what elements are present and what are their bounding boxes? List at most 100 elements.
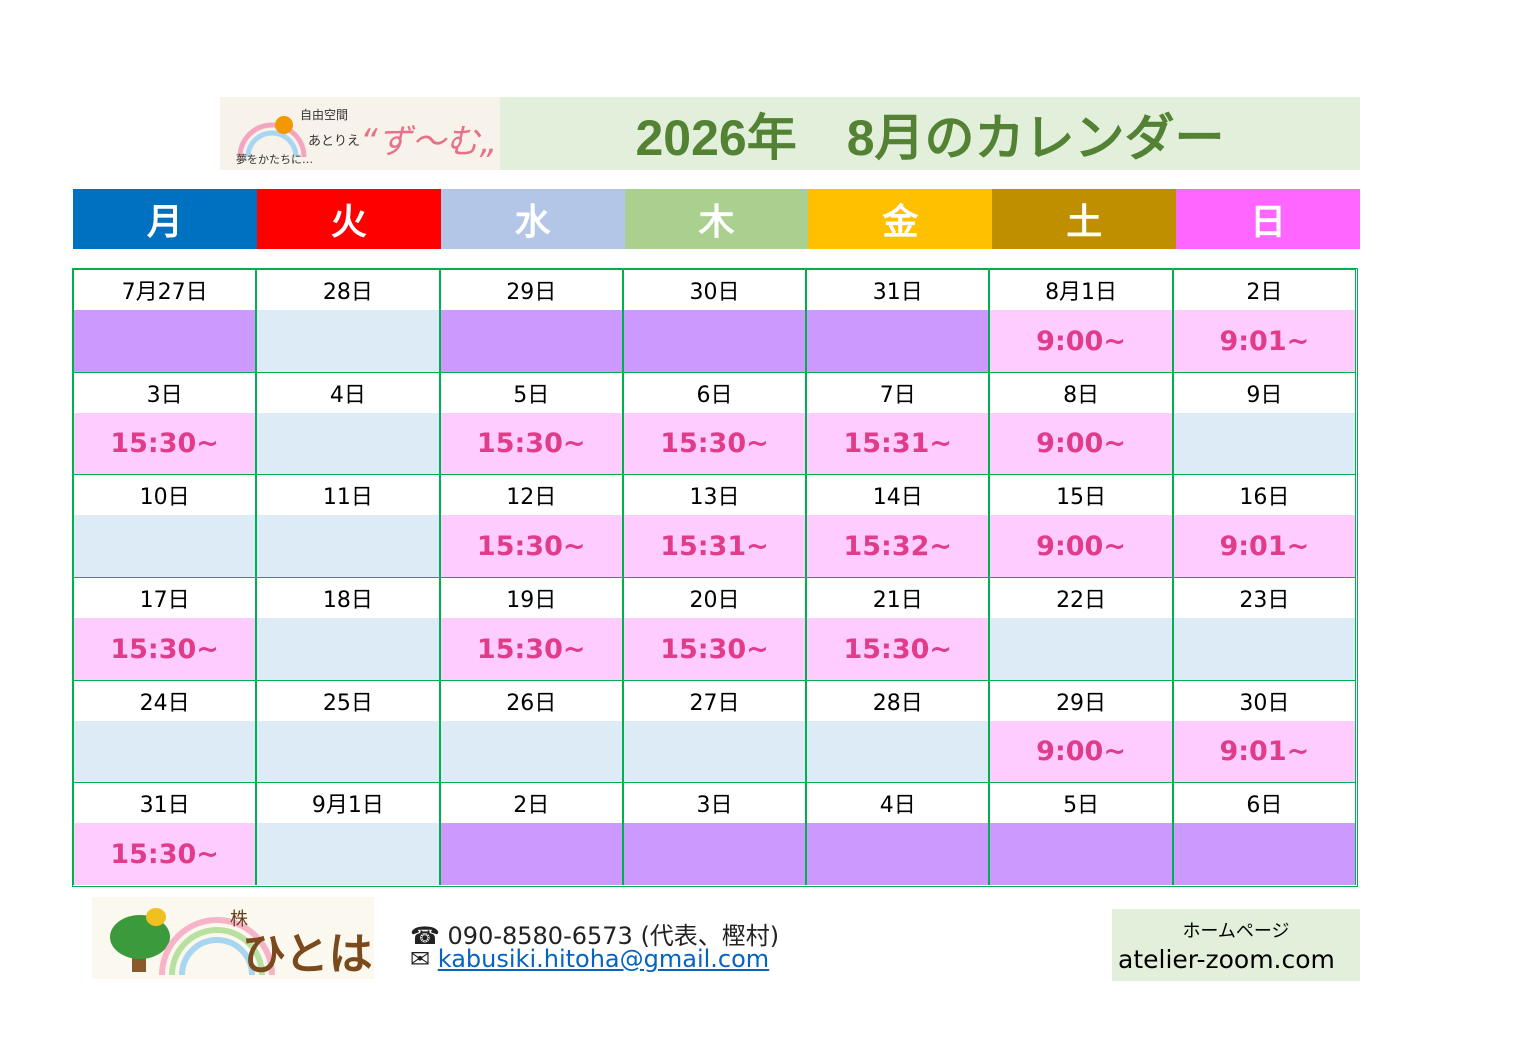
day-date: 8月1日	[990, 270, 1172, 310]
day-cell: 21日 15:30~	[806, 577, 990, 680]
day-cell: 8日 9:00~	[989, 371, 1173, 475]
day-date: 4日	[807, 783, 989, 824]
day-cell: 13日 15:31~	[622, 474, 807, 578]
day-cell: 2日 9:01~	[1172, 269, 1356, 372]
day-date: 28日	[257, 270, 439, 310]
day-band	[440, 823, 622, 886]
day-band	[807, 720, 989, 783]
day-cell: 9日	[1172, 371, 1356, 475]
day-date: 24日	[74, 680, 256, 721]
day-cell: 3日 15:30~	[73, 371, 257, 475]
day-cell: 2日	[439, 782, 623, 886]
day-cell: 7日 15:31~	[806, 371, 990, 475]
day-date: 4日	[257, 372, 439, 413]
day-band: 9:00~	[990, 720, 1172, 783]
day-band	[440, 310, 622, 372]
day-cell: 9月1日	[256, 782, 440, 886]
day-cell: 30日 9:01~	[1172, 679, 1356, 783]
day-date: 7月27日	[74, 270, 256, 310]
day-cell: 17日 15:30~	[73, 577, 257, 680]
day-time: 9:00~	[1036, 325, 1126, 357]
day-time: 9:00~	[1036, 530, 1126, 562]
day-cell: 25日	[256, 679, 440, 783]
day-band	[257, 720, 439, 783]
day-date: 25日	[257, 680, 439, 721]
day-date: 15日	[990, 475, 1172, 516]
day-band	[74, 515, 256, 578]
logo-name: “ず～む„	[360, 122, 497, 162]
day-band: 15:31~	[623, 515, 806, 578]
day-date: 19日	[440, 578, 622, 618]
day-time: 15:30~	[476, 633, 586, 665]
day-band: 15:30~	[74, 412, 256, 475]
day-date: 21日	[807, 578, 989, 618]
day-time: 15:30~	[843, 633, 953, 665]
day-cell: 3日	[622, 782, 807, 886]
day-time: 9:01~	[1219, 325, 1310, 357]
day-band: 15:30~	[440, 412, 622, 475]
day-band	[1173, 412, 1355, 475]
day-date: 29日	[990, 680, 1172, 721]
day-cell: 29日 9:00~	[989, 679, 1173, 783]
email-link[interactable]: kabusiki.hitoha@gmail.com	[437, 945, 770, 973]
day-band	[257, 823, 439, 886]
day-cell: 16日 9:01~	[1172, 474, 1356, 578]
day-time: 15:31~	[660, 530, 769, 562]
day-date: 3日	[74, 372, 256, 413]
day-band: 9:00~	[990, 515, 1172, 578]
day-date: 20日	[623, 578, 806, 618]
day-date: 18日	[257, 578, 439, 618]
weekday-header: 火	[256, 189, 441, 249]
day-band	[623, 823, 806, 886]
footer-logo-mark: 株	[230, 909, 248, 930]
day-band	[990, 823, 1172, 886]
day-cell: 12日 15:30~	[439, 474, 623, 578]
day-date: 31日	[807, 270, 989, 310]
day-cell: 20日 15:30~	[622, 577, 807, 680]
day-date: 10日	[74, 475, 256, 516]
day-time: 15:30~	[110, 838, 219, 870]
day-date: 17日	[74, 578, 256, 618]
day-date: 8日	[990, 372, 1172, 413]
title: 2026年 8月のカレンダー	[500, 97, 1360, 170]
phone: ☎ 090-8580-6573 (代表、樫村)	[410, 922, 780, 950]
weekday-header: 木	[624, 189, 809, 249]
day-band	[807, 310, 989, 372]
day-band	[1173, 823, 1355, 886]
day-date: 2日	[1173, 270, 1355, 310]
day-date: 2日	[440, 783, 622, 824]
day-band	[623, 310, 806, 372]
day-cell: 31日	[806, 269, 990, 372]
weekday-header: 月	[73, 189, 257, 249]
day-band: 15:30~	[74, 823, 256, 886]
day-cell: 28日	[256, 269, 440, 372]
day-band	[623, 720, 806, 783]
day-band: 9:00~	[990, 412, 1172, 475]
day-time: 15:30~	[110, 428, 219, 460]
day-band	[990, 618, 1172, 680]
day-time: 15:32~	[843, 530, 953, 562]
logo-tagline: 夢をかたちに…	[236, 153, 313, 166]
logo-art: 自由空間 あとりえ “ず～む„ 夢をかたちに…	[236, 108, 497, 166]
day-time: 9:01~	[1219, 736, 1310, 768]
day-band	[440, 720, 622, 783]
day-date: 9日	[1173, 372, 1355, 413]
day-cell: 29日	[439, 269, 623, 372]
homepage-url: atelier-zoom.com	[1118, 945, 1335, 974]
day-cell: 26日	[439, 679, 623, 783]
day-band: 9:01~	[1173, 720, 1355, 783]
weekday-header: 金	[808, 189, 993, 249]
day-date: 12日	[440, 475, 622, 516]
footer-logo-art: 株 ひとは	[110, 908, 373, 980]
day-cell: 14日 15:32~	[806, 474, 990, 578]
day-cell: 24日	[73, 679, 257, 783]
homepage-box: ホームページ atelier-zoom.com	[1112, 909, 1360, 981]
weekday-header: 水	[440, 189, 625, 249]
day-date: 26日	[440, 680, 622, 721]
email-icon: ✉	[410, 945, 431, 973]
day-cell: 4日	[256, 371, 440, 475]
day-date: 9月1日	[257, 783, 439, 824]
day-date: 23日	[1173, 578, 1355, 618]
day-time: 9:00~	[1036, 428, 1126, 460]
